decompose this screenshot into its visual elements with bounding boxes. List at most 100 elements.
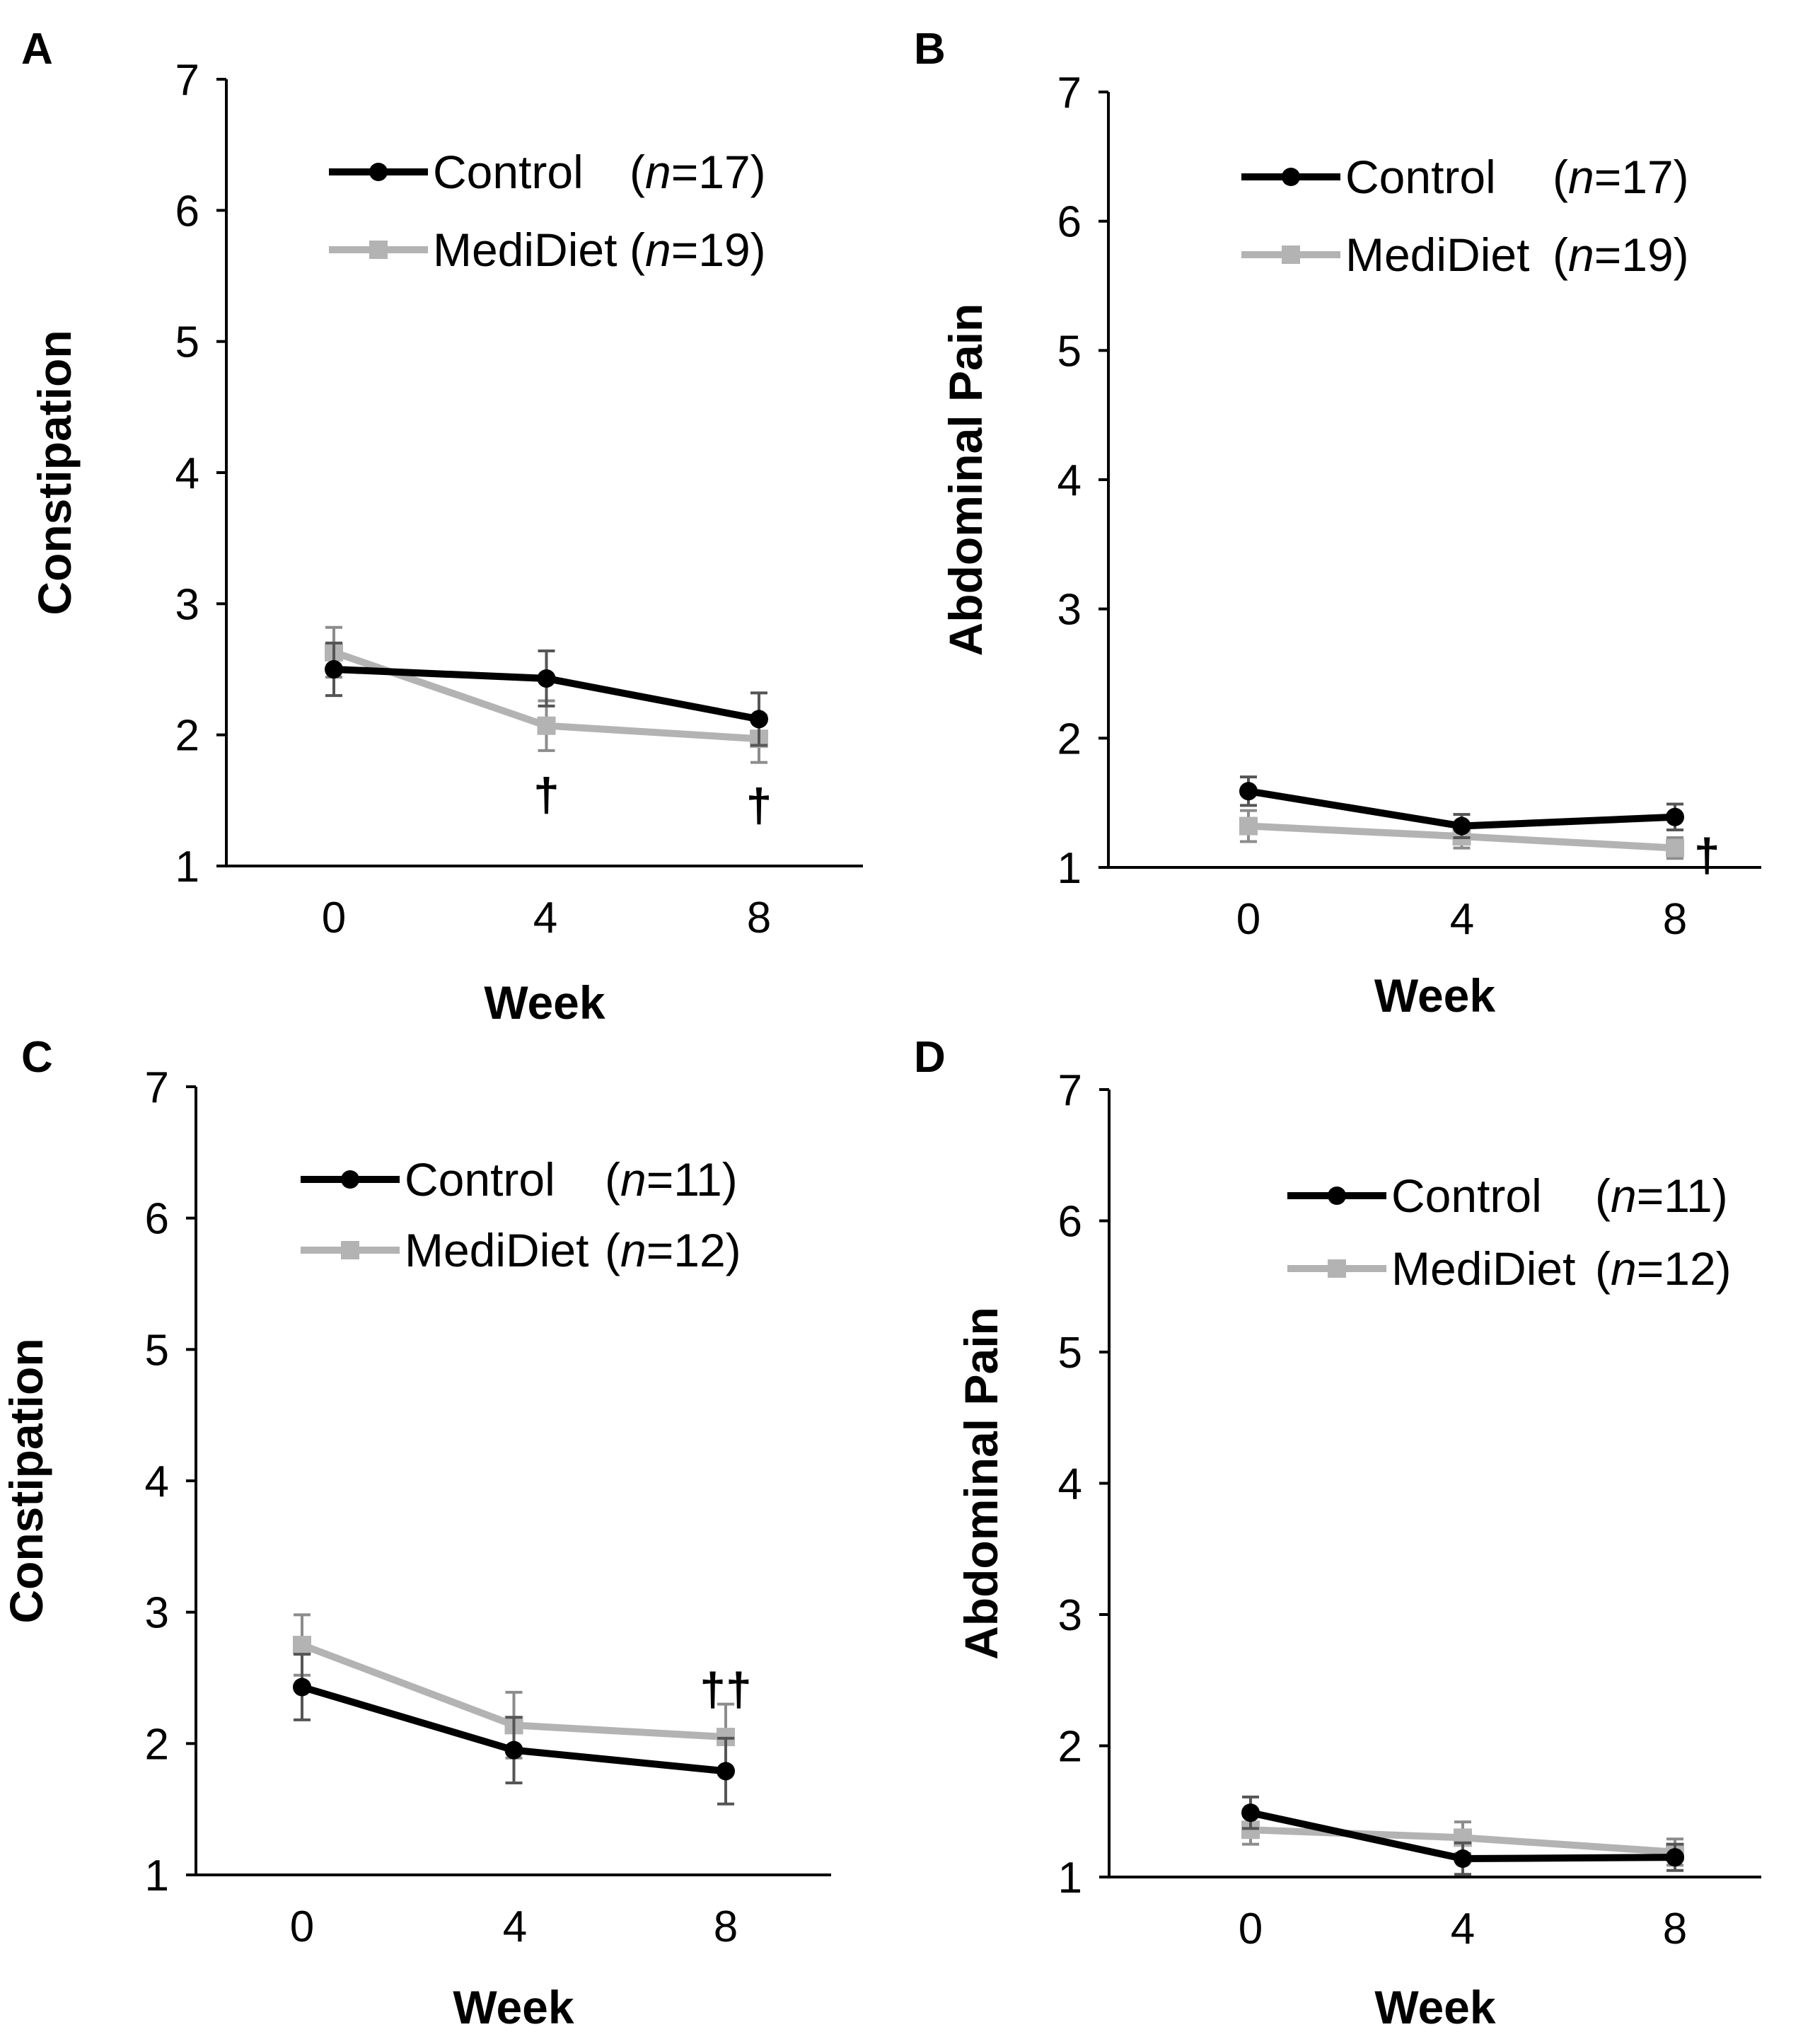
y-tick-label: 4: [145, 1457, 169, 1506]
y-tick-label: 1: [1058, 1854, 1082, 1902]
legend-n-label: (n=19): [1553, 229, 1689, 281]
legend-label: MediDiet: [433, 224, 617, 276]
y-tick-label: 5: [1058, 1329, 1082, 1378]
legend-entry-control: Control (n=11): [301, 1153, 738, 1206]
data-point: [1666, 807, 1684, 826]
y-tick-label: 3: [1057, 586, 1082, 635]
data-point: [537, 669, 556, 688]
y-tick-label: 7: [1057, 69, 1082, 117]
data-point: [293, 1636, 311, 1655]
data-point: [504, 1740, 523, 1760]
y-tick-label: 2: [1058, 1723, 1082, 1772]
data-point: [293, 1678, 311, 1697]
legend-label: Control: [1391, 1170, 1542, 1222]
y-tick-label: 3: [175, 580, 199, 629]
legend-label: MediDiet: [1391, 1242, 1575, 1295]
y-tick-label: 1: [145, 1852, 169, 1900]
legend-n-label: (n=11): [605, 1153, 738, 1206]
legend-label: Control: [1345, 151, 1496, 203]
y-tick-label: 6: [1057, 198, 1082, 247]
y-tick-label: 3: [1058, 1591, 1082, 1640]
panel-a: A 1 2 3 4 5 6 7 0 4 8 Week Constipation Control (n=17)…: [21, 25, 863, 1029]
y-tick-label: 5: [175, 318, 199, 367]
y-axis-title: Constipation: [0, 1338, 52, 1623]
legend-entry-medidiet: MediDiet (n=12): [301, 1224, 741, 1276]
series-control: [1241, 1795, 1684, 1876]
legend-n-label: (n=12): [1595, 1242, 1732, 1295]
legend-marker: [1282, 168, 1300, 186]
y-tick-label: 2: [175, 712, 199, 761]
panel-letter: A: [21, 25, 53, 74]
y-tick-label: 2: [145, 1720, 169, 1769]
series-control: [325, 641, 768, 747]
legend-marker: [1328, 1259, 1346, 1278]
panel-b: B 1 2 3 4 5 6 7 0 4 8 Week Abdominal Pain Control (n=1…: [914, 25, 1761, 1022]
y-tick-label: 6: [145, 1195, 169, 1244]
legend-marker: [1328, 1186, 1346, 1205]
data-point: [1239, 782, 1258, 801]
x-tick-label: 8: [714, 1902, 738, 1951]
legend-label: Control: [405, 1153, 555, 1206]
series-control: [1239, 775, 1684, 839]
x-tick-label: 4: [533, 894, 557, 942]
series-control: [293, 1653, 735, 1806]
legend-n-label: (n=17): [630, 146, 766, 198]
x-tick-label: 0: [1236, 895, 1260, 944]
y-tick-label: 7: [1058, 1066, 1082, 1115]
legend-marker: [369, 163, 388, 181]
data-point: [1454, 1849, 1472, 1869]
x-tick-label: 8: [1663, 895, 1687, 944]
x-tick-label: 8: [747, 894, 771, 942]
y-tick-label: 4: [1058, 1460, 1082, 1509]
data-point: [537, 716, 556, 735]
y-tick-label: 6: [175, 187, 199, 236]
significance-dagger: ††: [700, 1663, 751, 1715]
data-point: [1452, 816, 1471, 836]
legend-n-label: (n=17): [1553, 151, 1689, 203]
y-tick-label: 2: [1057, 715, 1082, 763]
legend-marker: [341, 1241, 359, 1259]
legend-marker: [341, 1170, 359, 1189]
significance-dagger: †: [746, 779, 772, 831]
x-tick-label: 4: [1451, 1905, 1475, 1953]
panel-letter: C: [21, 1033, 53, 1082]
x-tick-label: 0: [322, 894, 346, 942]
data-point: [750, 710, 768, 729]
data-point: [1666, 838, 1684, 858]
x-axis-title: Week: [453, 1981, 574, 2033]
legend-entry-medidiet: MediDiet (n=12): [1287, 1242, 1732, 1295]
legend-n-label: (n=19): [630, 224, 766, 276]
legend-marker: [369, 241, 388, 259]
data-point: [1241, 1803, 1260, 1823]
legend-n-label: (n=12): [605, 1224, 741, 1276]
legend-entry-control: Control (n=17): [329, 146, 766, 198]
data-point: [717, 1762, 735, 1781]
x-tick-label: 0: [1239, 1905, 1263, 1953]
legend-label: MediDiet: [1345, 229, 1529, 281]
y-tick-label: 1: [1057, 844, 1082, 893]
panel-c: C 1 2 3 4 5 6 7 0 4 8 Week Constipation Control (n=11)…: [0, 1033, 831, 2033]
y-tick-label: 3: [145, 1589, 169, 1638]
legend-label: Control: [433, 146, 584, 198]
data-point: [1666, 1848, 1684, 1867]
legend-n-label: (n=11): [1595, 1170, 1728, 1222]
x-axis-title: Week: [1374, 969, 1496, 1022]
y-tick-label: 6: [1058, 1198, 1082, 1247]
x-axis-title: Week: [484, 976, 605, 1029]
significance-dagger: †: [533, 768, 560, 821]
panel-letter: D: [914, 1033, 946, 1082]
legend-marker: [1282, 246, 1300, 264]
x-tick-label: 4: [1450, 895, 1474, 944]
x-axis-title: Week: [1374, 1981, 1496, 2033]
y-axis-title: Abdominal Pain: [939, 304, 992, 657]
x-tick-label: 4: [503, 1902, 527, 1951]
significance-dagger: †: [1694, 829, 1720, 882]
y-tick-label: 5: [145, 1326, 169, 1375]
y-axis-title: Constipation: [28, 330, 81, 615]
x-tick-label: 8: [1663, 1905, 1687, 1953]
legend-entry-control: Control (n=17): [1241, 151, 1689, 203]
legend-label: MediDiet: [405, 1224, 589, 1276]
y-tick-label: 5: [1057, 327, 1082, 376]
legend-entry-medidiet: MediDiet (n=19): [329, 224, 766, 276]
